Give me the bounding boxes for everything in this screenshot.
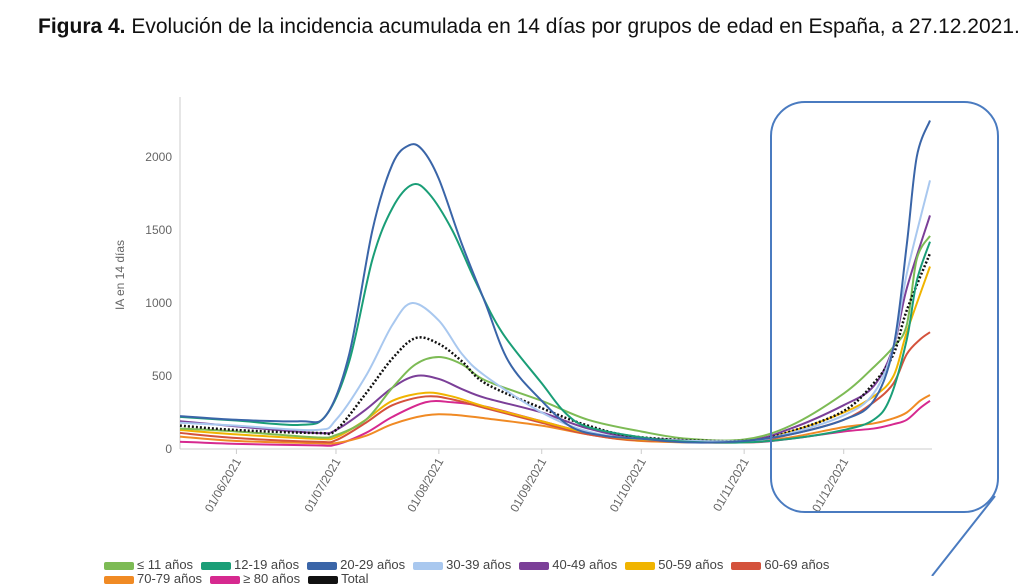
legend-item: 60-69 años xyxy=(731,557,829,572)
y-tick-label: 0 xyxy=(165,442,172,456)
figure-label: Figura 4. xyxy=(38,15,126,38)
legend-label: Total xyxy=(341,571,369,586)
legend-item: 12-19 años xyxy=(201,557,299,572)
series-line-60-69-a-os xyxy=(179,331,931,444)
series-line-total xyxy=(179,252,932,443)
legend-swatch xyxy=(519,561,550,570)
legend-label: 70-79 años xyxy=(137,571,203,586)
legend-label: 30-39 años xyxy=(446,557,512,572)
legend-swatch xyxy=(731,561,762,570)
y-axis-label: IA en 14 días xyxy=(113,240,127,310)
legend-item: Total xyxy=(308,571,369,586)
figure-caption-text: Evolución de la incidencia acumulada en … xyxy=(125,15,1020,38)
legend-item: ≤ 11 años xyxy=(104,557,193,572)
x-tick-label: 01/11/2021 xyxy=(710,455,752,514)
series-line-12-19-a-os xyxy=(179,183,931,444)
legend-swatch xyxy=(201,561,232,570)
legend-label: ≤ 11 años xyxy=(137,557,194,572)
legend-swatch xyxy=(307,561,338,570)
legend-label: 20-29 años xyxy=(340,557,406,572)
series-line-20-29-a-os xyxy=(179,120,931,444)
legend-item: 70-79 años xyxy=(104,571,202,586)
legend-item: 40-49 años xyxy=(519,557,617,572)
series-line-50-59-a-os xyxy=(179,266,931,444)
y-tick-label: 500 xyxy=(152,369,172,383)
highlight-callout-line xyxy=(931,495,996,576)
legend-label: 60-69 años xyxy=(764,557,830,572)
legend-label: 12-19 años xyxy=(234,557,300,572)
x-tick-label: 01/10/2021 xyxy=(607,455,649,514)
legend-label: 40-49 años xyxy=(552,557,618,572)
series-line-40-49-a-os xyxy=(179,215,931,442)
legend: ≤ 11 años 12-19 años 20-29 años 30-39 años 4… xyxy=(104,557,829,572)
y-tick-label: 1000 xyxy=(145,296,172,310)
figure-caption: Figura 4. Evolución de la incidencia acu… xyxy=(38,10,1024,43)
legend-item: 50-59 años xyxy=(625,557,723,572)
x-tick-label: 01/07/2021 xyxy=(301,455,343,514)
legend-swatch xyxy=(308,575,339,584)
series-line-11-a-os xyxy=(179,235,931,442)
legend-swatch xyxy=(104,575,134,584)
legend-item: ≥ 80 años xyxy=(210,571,300,586)
highlight-box xyxy=(770,101,999,513)
y-tick-label: 1500 xyxy=(145,223,172,237)
x-tick-label: 01/09/2021 xyxy=(507,455,549,514)
x-tick-label: 01/12/2021 xyxy=(809,455,851,514)
legend-label: 50-59 años xyxy=(658,557,724,572)
legend-item: 30-39 años xyxy=(413,557,511,572)
series-line-30-39-a-os xyxy=(179,180,931,443)
legend-swatch xyxy=(413,561,444,570)
y-tick-label: 2000 xyxy=(145,150,172,164)
legend-swatch xyxy=(625,561,656,570)
legend-label: ≥ 80 años xyxy=(243,571,301,586)
x-tick-label: 01/06/2021 xyxy=(202,455,244,514)
x-tick-label: 01/08/2021 xyxy=(404,455,446,514)
legend-row-2: 70-79 años ≥ 80 años Total xyxy=(104,571,369,586)
legend-swatch xyxy=(104,561,134,570)
legend-swatch xyxy=(210,575,241,584)
legend-item: 20-29 años xyxy=(307,557,405,572)
